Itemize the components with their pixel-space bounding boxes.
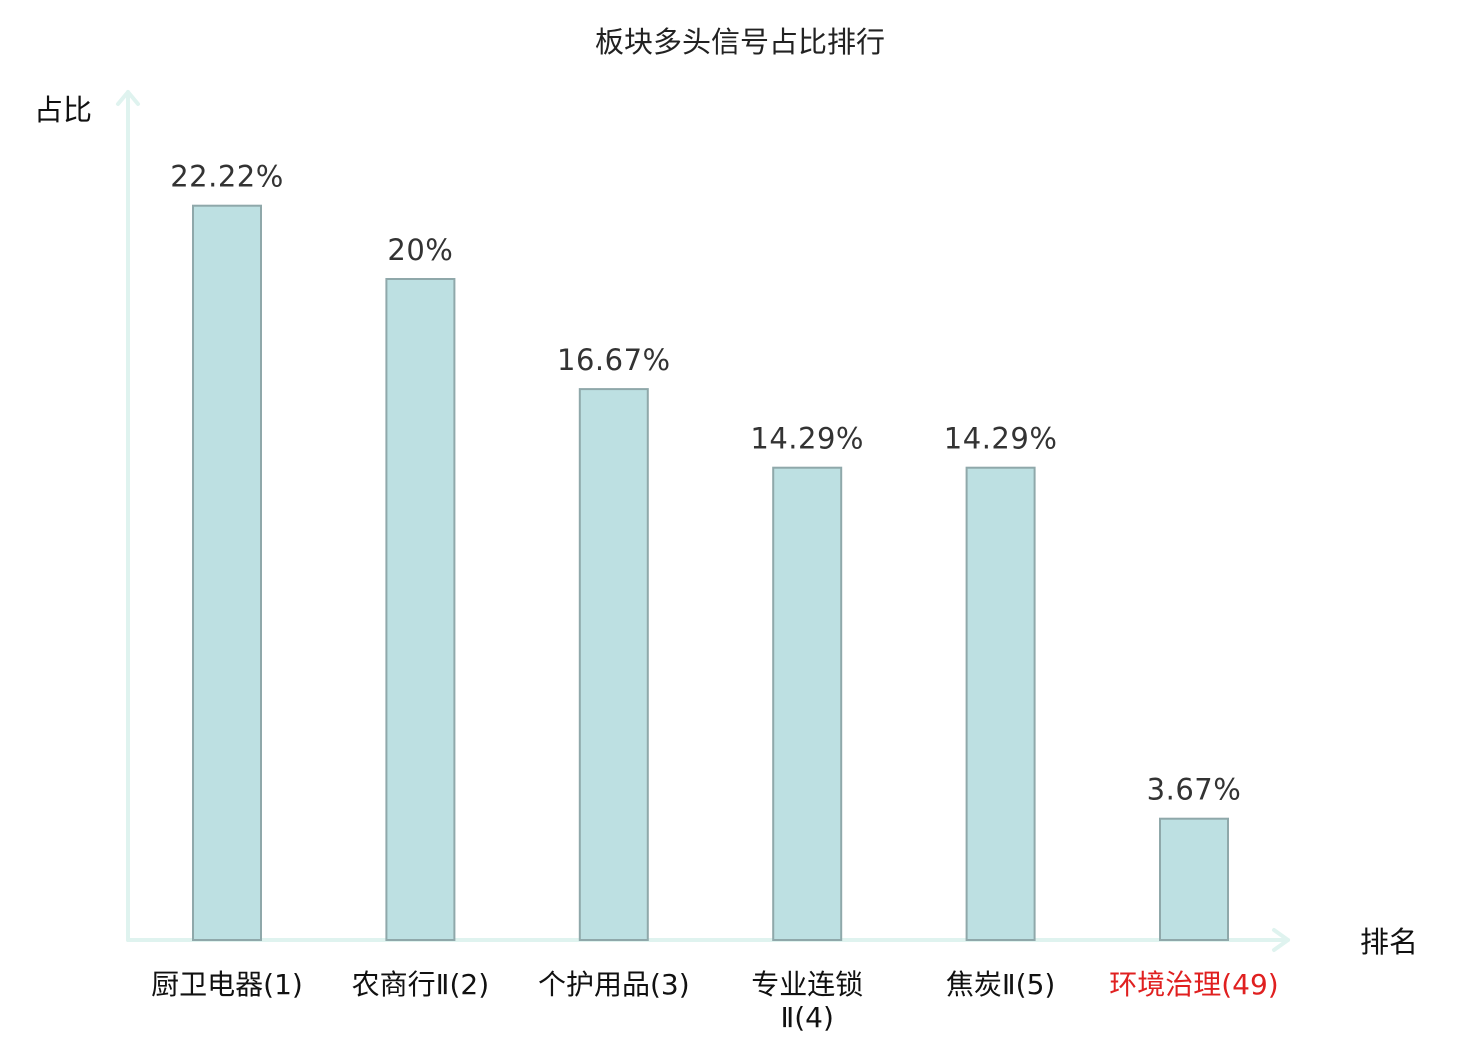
value-label-4: 14.29% [750,422,864,456]
category-label-2: 农商行Ⅱ(2) [352,968,489,1001]
bar-1 [192,204,262,941]
bar-2 [385,278,456,941]
category-label-6: 环境治理(49) [1109,968,1278,1001]
bar-5 [965,466,1036,941]
chart-title: 板块多头信号占比排行 [595,25,885,59]
x-axis-label: 排名 [1360,925,1418,959]
category-label-3: 个护用品(3) [538,968,690,1001]
value-label-6: 3.67% [1147,773,1242,807]
bar-4 [772,466,843,941]
bar-6 [1159,817,1229,942]
category-label-4-line-1: 专业连锁 [751,968,863,1001]
value-label-2: 20% [387,233,453,267]
y-axis-label: 占比 [34,93,92,127]
value-label-3: 16.67% [557,343,671,377]
x-axis-arrow [1272,928,1290,952]
bars-group [192,204,1229,942]
category-label-4-line-2: Ⅱ(4) [780,1001,833,1034]
value-labels-group: 22.22% 20% 16.67% 14.29% 14.29% 3.67% [170,160,1241,807]
value-label-5: 14.29% [944,422,1058,456]
bar-3 [578,388,649,942]
value-label-1: 22.22% [170,160,284,194]
category-label-1: 厨卫电器(1) [151,968,303,1001]
category-label-5: 焦炭Ⅱ(5) [946,968,1055,1001]
